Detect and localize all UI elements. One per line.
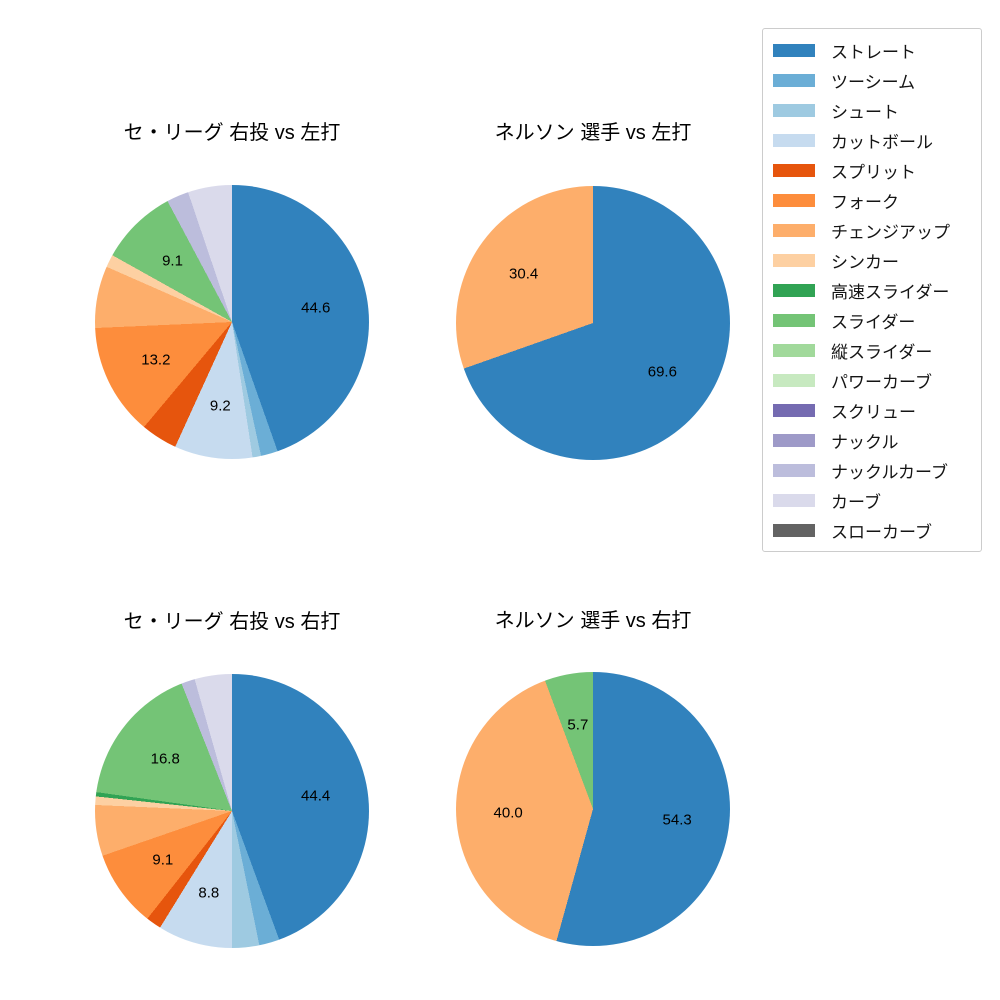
slice-value-label: 13.2	[141, 351, 171, 369]
legend-item: 高速スライダー	[773, 275, 971, 305]
legend-color-swatch	[773, 313, 815, 327]
legend: ストレートツーシームシュートカットボール スプリットフォークチェンジアップ シンカー…	[762, 28, 982, 552]
legend-item: シュート	[773, 95, 971, 125]
chart-title: ネルソン 選手 vs 左打	[494, 122, 692, 144]
legend-item-label: ツーシーム	[831, 72, 916, 92]
legend-item: カーブ	[773, 485, 971, 515]
pie-figure-league-rhp-vs-lhb: セ・リーグ 右投 vs 左打 44.6 9.2 13.2 9.1	[60, 106, 404, 476]
slice-value-label: 69.6	[647, 363, 677, 381]
legend-color-swatch	[773, 43, 815, 57]
slice-value-label: 9.1	[152, 851, 174, 869]
legend-item: ナックル	[773, 425, 971, 455]
legend-item: 縦スライダー	[773, 335, 971, 365]
slice-value-label: 5.7	[567, 716, 589, 734]
legend-color-swatch	[773, 253, 815, 267]
legend-color-swatch	[773, 403, 815, 417]
slice-value-label: 30.4	[509, 265, 539, 283]
legend-color-swatch	[773, 193, 815, 207]
legend-color-swatch	[773, 343, 815, 357]
chart-title: セ・リーグ 右投 vs 右打	[123, 611, 341, 633]
legend-item: シンカー	[773, 245, 971, 275]
pie-figure-nelson-vs-lhb: ネルソン 選手 vs 左打 69.6 30.4	[421, 106, 765, 476]
slice-value-label: 40.0	[493, 804, 523, 822]
slice-value-label: 16.8	[150, 750, 180, 768]
pie-nelson-vs-lhb: 69.6 30.4	[456, 186, 730, 460]
legend-color-swatch	[773, 373, 815, 387]
pie-league-rhp-vs-lhb: 44.6 9.2 13.2 9.1	[95, 185, 369, 459]
legend-color-swatch	[773, 493, 815, 507]
legend-color-swatch	[773, 523, 815, 537]
legend-item: ナックルカーブ	[773, 455, 971, 485]
legend-color-swatch	[773, 283, 815, 297]
legend-item: スローカーブ	[773, 515, 971, 545]
pie-figure-nelson-vs-rhb: ネルソン 選手 vs 右打 54.3 40.0 5.7	[421, 594, 765, 964]
legend-item: スクリュー	[773, 395, 971, 425]
legend-item-label: シュート	[831, 102, 899, 122]
legend-item-label: スクリュー	[831, 402, 916, 422]
pie-league-rhp-vs-rhb: 44.4 8.8 9.1 16.8	[95, 674, 369, 948]
legend-color-swatch	[773, 433, 815, 447]
legend-color-swatch	[773, 463, 815, 477]
legend-item-label: カットボール	[831, 132, 933, 152]
chart-title: セ・リーグ 右投 vs 左打	[123, 122, 341, 144]
legend-item-label: ナックルカーブ	[831, 462, 948, 482]
legend-color-swatch	[773, 163, 815, 177]
slice-value-label: 54.3	[662, 811, 692, 829]
legend-item-label: シンカー	[831, 252, 899, 272]
legend-item: スプリット	[773, 155, 971, 185]
legend-item-label: チェンジアップ	[831, 222, 950, 242]
legend-item: スライダー	[773, 305, 971, 335]
legend-item-label: 縦スライダー	[831, 342, 933, 362]
slice-value-label: 44.4	[301, 787, 331, 805]
legend-item: ツーシーム	[773, 65, 971, 95]
pie-nelson-vs-rhb: 54.3 40.0 5.7	[456, 672, 730, 946]
legend-color-swatch	[773, 223, 815, 237]
pie-figure-league-rhp-vs-rhb: セ・リーグ 右投 vs 右打 44.4 8.8 9.1 16.8	[60, 595, 404, 965]
legend-item: チェンジアップ	[773, 215, 971, 245]
legend-item: ストレート	[773, 35, 971, 65]
slice-value-label: 9.1	[162, 252, 183, 270]
slice-value-label: 44.6	[301, 299, 331, 317]
slice-value-label: 8.8	[198, 884, 220, 902]
legend-item-label: スローカーブ	[831, 522, 932, 542]
legend-item-label: パワーカーブ	[831, 372, 932, 392]
legend-color-swatch	[773, 133, 815, 147]
legend-item: フォーク	[773, 185, 971, 215]
legend-item: カットボール	[773, 125, 971, 155]
legend-item-label: カーブ	[831, 492, 881, 512]
slice-value-label: 9.2	[209, 397, 231, 415]
legend-item: パワーカーブ	[773, 365, 971, 395]
legend-item-label: スライダー	[831, 312, 916, 332]
legend-color-swatch	[773, 103, 815, 117]
legend-item-label: フォーク	[831, 192, 899, 212]
legend-item-label: スプリット	[831, 162, 916, 182]
legend-item-label: ナックル	[831, 432, 899, 452]
chart-title: ネルソン 選手 vs 右打	[494, 610, 692, 632]
legend-item-label: ストレート	[831, 42, 916, 62]
legend-item-label: 高速スライダー	[831, 282, 950, 302]
legend-color-swatch	[773, 73, 815, 87]
